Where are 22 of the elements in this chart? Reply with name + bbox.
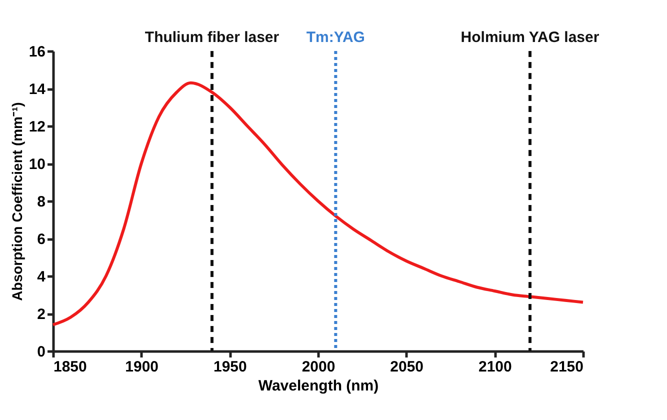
y-tick-label: 4 — [37, 268, 46, 286]
y-tick-label: 14 — [28, 81, 46, 98]
y-tick-label: 12 — [28, 118, 46, 136]
ref-line-label: Thulium fiber laser — [144, 29, 280, 46]
y-tick-label: 10 — [28, 156, 46, 173]
line-series — [52, 81, 584, 326]
x-tick-label: 1950 — [213, 358, 247, 376]
x-tick-label: 1900 — [125, 358, 159, 376]
y-tick-label: 6 — [37, 231, 46, 248]
ref-line-label: Holmium YAG laser — [460, 29, 600, 46]
y-tick-label: 16 — [28, 44, 46, 60]
x-tick-label: 2050 — [390, 358, 424, 376]
y-tick-label: 0 — [37, 344, 46, 360]
y-axis-title: Absorption Coefficient (mm⁻¹) — [8, 102, 25, 301]
y-tick-label: 8 — [37, 194, 46, 210]
ref-line-label: Tm:YAG — [306, 29, 365, 46]
y-tick-label: 2 — [37, 306, 46, 323]
x-tick-label: 2000 — [302, 358, 336, 376]
x-tick-label: 2100 — [478, 358, 512, 376]
x-axis-title: Wavelength (nm) — [258, 378, 379, 394]
x-tick-label: 2150 — [550, 358, 584, 376]
x-tick-label: 1850 — [54, 358, 87, 376]
